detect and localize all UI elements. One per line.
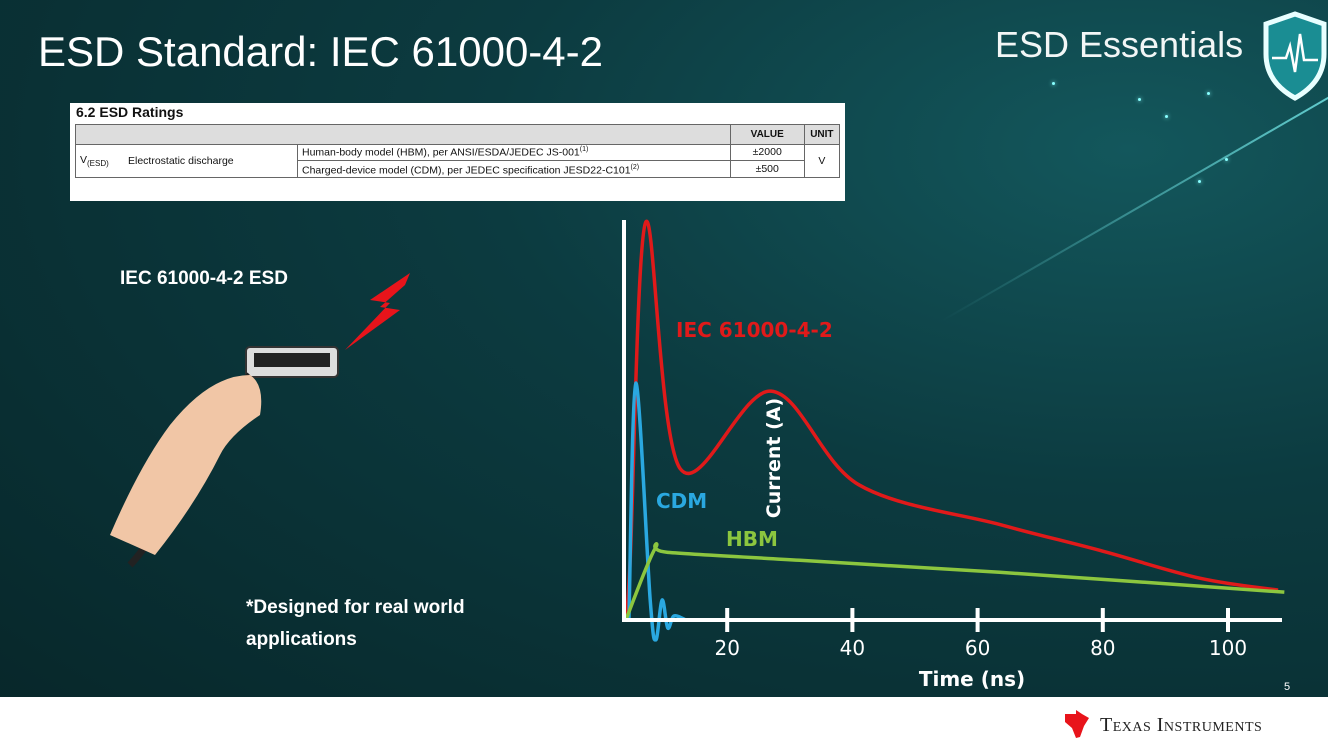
star-decoration [1198,180,1201,183]
hand-hdmi-illustration [110,273,410,568]
parameter-cell: Electrostatic discharge [124,144,298,178]
series-label-cdm: CDM [656,489,707,513]
unit-cell: V [803,144,841,178]
x-tick-label: 100 [1209,636,1247,660]
header-blank [75,124,731,145]
value-cell: ±500 [729,159,805,178]
symbol-cell: V(ESD) [75,144,124,178]
ti-logo-icon [1065,710,1089,738]
page-number: 5 [1284,681,1291,693]
condition-cell: Human-body model (HBM), per ANSI/ESDA/JE… [297,144,731,161]
x-tick-label: 80 [1090,636,1115,660]
left-heading: IEC 61000-4-2 ESD [120,268,288,289]
hand-icon [110,375,262,555]
brand-title: ESD Essentials [995,24,1244,65]
series-label-iec: IEC 61000-4-2 [676,318,833,342]
x-tick-label: 60 [965,636,990,660]
header-value: VALUE [729,124,805,145]
star-decoration [1207,92,1210,95]
series-line-iec-61000-4-2 [624,220,1279,621]
x-tick-label: 20 [714,636,739,660]
texas-instruments-logo: Texas Instruments [1062,710,1262,740]
star-decoration [1165,115,1168,118]
footer-bar [0,697,1328,746]
slide-title: ESD Standard: IEC 61000-4-2 [38,28,603,75]
lightning-bolt-icon [345,273,410,350]
x-axis-label: Time (ns) [919,667,1025,691]
star-decoration [1225,158,1228,161]
table-caption: 6.2 ESD Ratings [76,104,184,120]
condition-cell: Charged-device model (CDM), per JEDEC sp… [297,159,731,178]
note-text: *Designed for real world applications [246,597,465,650]
shield-pulse-icon [1263,11,1327,101]
series-label-hbm: HBM [726,527,778,551]
series-line-hbm [624,542,1285,621]
esd-waveform-chart: 20 40 60 80 100 Current (A) Time (ns) IEC 61… [622,220,1285,691]
value-cell: ±2000 [729,144,805,161]
esd-ratings-table: 6.2 ESD Ratings VALUE UNIT V(ESD) Electr… [70,103,845,201]
y-axis-label: Current (A) [763,398,785,518]
star-decoration [1138,98,1141,101]
x-tick-label: 40 [840,636,865,660]
star-decoration [1052,82,1055,85]
header-unit: UNIT [803,124,841,145]
